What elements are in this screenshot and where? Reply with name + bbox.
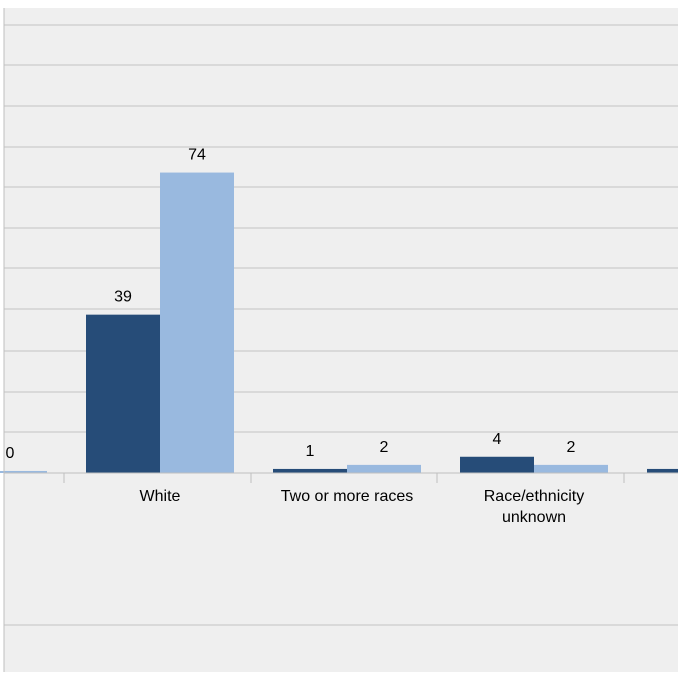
bar-s0-c3 [460, 456, 534, 473]
category-label-3-line-0: Race/ethnicity [484, 488, 585, 505]
data-label-s1-c3: 2 [567, 439, 576, 456]
bar-s1-c0 [0, 470, 47, 473]
bar-s1-c3 [534, 464, 608, 473]
data-label-s0-c2: 1 [306, 443, 315, 460]
bar-s0-c1 [86, 314, 160, 473]
category-labels: aiianıderWhiteTwo or more racesRace/ethn… [140, 488, 585, 526]
data-labels: 0 39 74 1 2 4 2 [6, 147, 576, 462]
category-label-2-line-0: Two or more races [281, 488, 413, 505]
data-label-s0-c1: 39 [114, 289, 132, 306]
bar-s1-c2 [347, 464, 421, 473]
bar-s0-c4 [647, 468, 678, 473]
data-label-s0-c3: 4 [493, 431, 502, 448]
data-label-s1-c2: 2 [380, 439, 389, 456]
axes [3, 8, 678, 672]
bar-s0-c2 [273, 468, 347, 473]
category-label-3-line-1: unknown [502, 509, 566, 526]
category-label-1-line-0: White [140, 488, 181, 505]
bars [0, 172, 678, 473]
data-label-s1-c0: 0 [6, 445, 15, 462]
bar-s1-c1 [160, 172, 234, 473]
data-label-s1-c1: 74 [188, 147, 206, 164]
